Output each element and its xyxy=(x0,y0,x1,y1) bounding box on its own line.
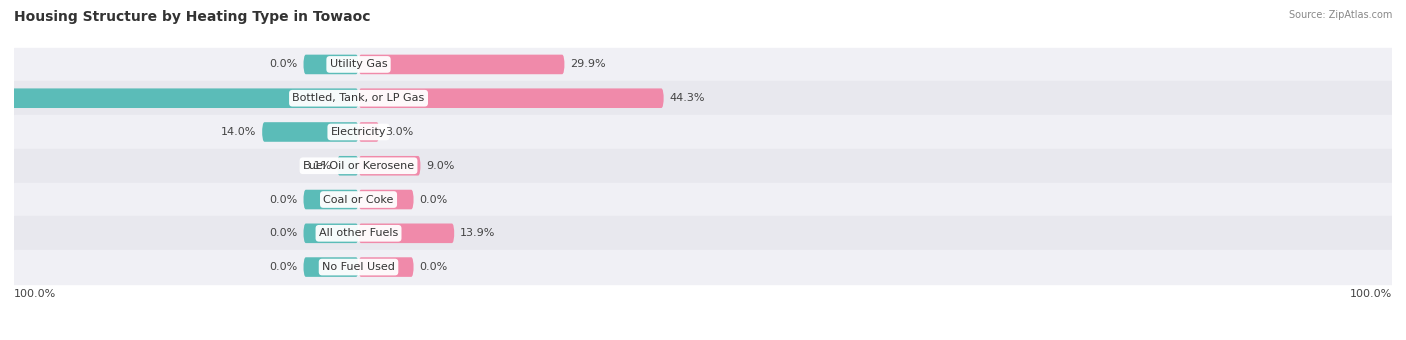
Bar xyxy=(14,183,1392,217)
Text: 0.0%: 0.0% xyxy=(419,194,447,205)
FancyBboxPatch shape xyxy=(304,190,359,209)
FancyBboxPatch shape xyxy=(359,223,454,243)
FancyBboxPatch shape xyxy=(359,257,413,277)
Text: 100.0%: 100.0% xyxy=(14,289,56,299)
Bar xyxy=(14,250,1392,284)
FancyBboxPatch shape xyxy=(359,156,420,175)
Text: 0.0%: 0.0% xyxy=(270,262,298,272)
FancyBboxPatch shape xyxy=(359,190,413,209)
FancyBboxPatch shape xyxy=(359,55,565,74)
Text: 3.1%: 3.1% xyxy=(304,161,332,171)
Text: 13.9%: 13.9% xyxy=(460,228,495,238)
Text: 0.0%: 0.0% xyxy=(270,194,298,205)
Text: 29.9%: 29.9% xyxy=(569,59,606,69)
Text: All other Fuels: All other Fuels xyxy=(319,228,398,238)
Text: 0.0%: 0.0% xyxy=(270,228,298,238)
Text: 44.3%: 44.3% xyxy=(669,93,704,103)
Text: Housing Structure by Heating Type in Towaoc: Housing Structure by Heating Type in Tow… xyxy=(14,10,371,24)
Text: 0.0%: 0.0% xyxy=(270,59,298,69)
Text: 9.0%: 9.0% xyxy=(426,161,454,171)
Text: Source: ZipAtlas.com: Source: ZipAtlas.com xyxy=(1288,10,1392,20)
Text: Bottled, Tank, or LP Gas: Bottled, Tank, or LP Gas xyxy=(292,93,425,103)
Text: 14.0%: 14.0% xyxy=(221,127,256,137)
FancyBboxPatch shape xyxy=(359,88,664,108)
Text: Coal or Coke: Coal or Coke xyxy=(323,194,394,205)
FancyBboxPatch shape xyxy=(359,122,380,142)
Text: 100.0%: 100.0% xyxy=(1350,289,1392,299)
Text: 0.0%: 0.0% xyxy=(419,262,447,272)
Text: Utility Gas: Utility Gas xyxy=(330,59,387,69)
Bar xyxy=(14,115,1392,149)
FancyBboxPatch shape xyxy=(262,122,359,142)
Text: No Fuel Used: No Fuel Used xyxy=(322,262,395,272)
FancyBboxPatch shape xyxy=(304,223,359,243)
Bar xyxy=(14,149,1392,183)
Text: Fuel Oil or Kerosene: Fuel Oil or Kerosene xyxy=(302,161,415,171)
FancyBboxPatch shape xyxy=(0,88,359,108)
FancyBboxPatch shape xyxy=(337,156,359,175)
Bar xyxy=(14,217,1392,250)
FancyBboxPatch shape xyxy=(304,257,359,277)
Text: Electricity: Electricity xyxy=(330,127,387,137)
Bar xyxy=(14,48,1392,81)
Text: 3.0%: 3.0% xyxy=(385,127,413,137)
Bar xyxy=(14,81,1392,115)
FancyBboxPatch shape xyxy=(304,55,359,74)
